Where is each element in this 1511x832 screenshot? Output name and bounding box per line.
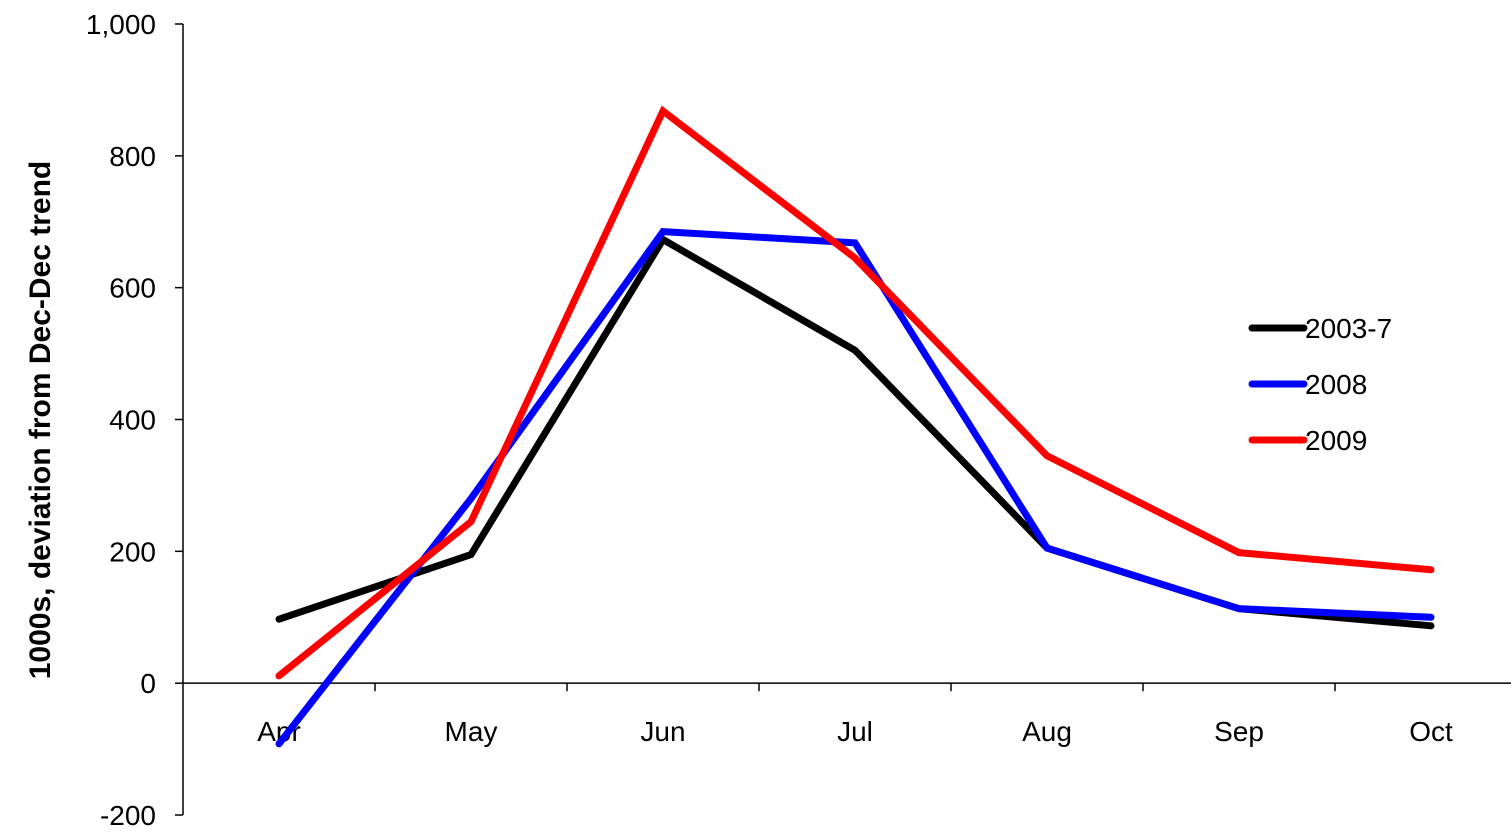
y-tick-label: 800 — [109, 141, 156, 172]
series-lines — [275, 105, 1435, 748]
series-line-2003-7 — [275, 234, 1435, 630]
y-axis: -200 0 200 400 600 800 1,000 — [86, 9, 184, 831]
legend-label-2009: 2009 — [1305, 425, 1367, 456]
y-tick-label: -200 — [100, 800, 156, 831]
x-tick-label: Aug — [1022, 716, 1072, 747]
series-line-2009 — [275, 105, 1435, 680]
y-tick-label: 600 — [109, 273, 156, 304]
y-tick-label: 1,000 — [86, 9, 156, 40]
y-tick-label: 0 — [140, 668, 156, 699]
x-tick-label: Jul — [837, 716, 873, 747]
y-tick-label: 400 — [109, 405, 156, 436]
x-tick-label: Jun — [640, 716, 685, 747]
legend: 2003-7 2008 2009 — [1248, 313, 1392, 456]
x-tick-label: Oct — [1409, 716, 1453, 747]
y-axis-title: 1000s, deviation from Dec-Dec trend — [24, 161, 57, 680]
x-tick-label: Sep — [1214, 716, 1264, 747]
legend-label-2003-7: 2003-7 — [1305, 313, 1392, 344]
legend-label-2008: 2008 — [1305, 369, 1367, 400]
series-line-2008 — [275, 228, 1435, 748]
x-axis: Apr May Jun Jul Aug Sep Oct — [183, 682, 1511, 747]
x-tick-label: May — [445, 716, 498, 747]
y-tick-label: 200 — [109, 536, 156, 567]
